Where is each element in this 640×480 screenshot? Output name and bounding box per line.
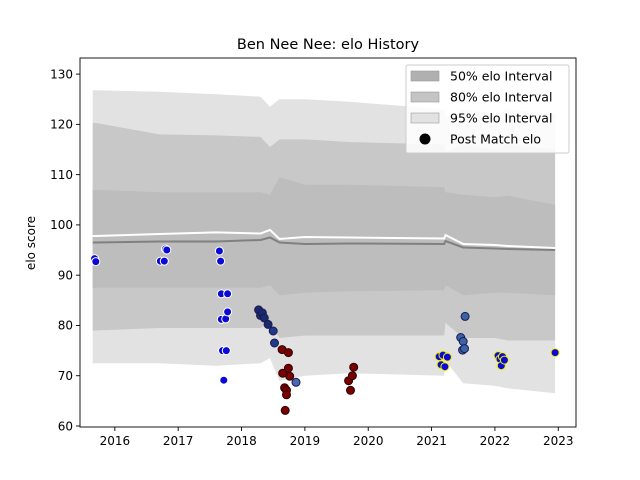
data-point [460,344,469,354]
data-point [216,256,226,266]
legend-label: 95% elo Interval [450,111,552,126]
data-point [221,346,231,356]
x-tick-label: 2020 [353,434,384,448]
x-tick-label: 2016 [100,434,131,448]
data-point [442,352,452,362]
data-point [214,246,224,256]
legend-swatch [410,70,440,82]
gray-line [92,236,556,251]
y-tick-label: 70 [58,369,73,383]
y-axis-ticks: 60 70 80 90 100 110 120 130 [50,67,80,433]
y-tick-label: 90 [58,268,73,282]
data-point [346,385,355,395]
y-tick-label: 130 [50,67,73,81]
interval-50-band [92,177,556,296]
data-point [285,371,295,381]
legend-swatch [410,91,440,103]
legend-label: Post Match elo [450,132,541,147]
y-tick-label: 110 [50,168,73,182]
y-tick-label: 100 [50,218,73,232]
data-point [283,348,293,358]
data-point [223,307,233,317]
y-tick-label: 60 [58,419,73,433]
data-point [91,257,101,267]
data-point [280,405,290,415]
data-point [259,313,269,323]
x-tick-label: 2021 [416,434,447,448]
data-point [440,362,450,372]
data-point [223,289,233,299]
axes: 2016 2017 2018 2019 2020 2021 2022 2023 60 70 80 9… [24,57,577,448]
x-tick-label: 2023 [543,434,574,448]
data-point [268,326,278,336]
x-axis-ticks: 2016 2017 2018 2019 2020 2021 2022 2023 [100,427,574,448]
data-point [550,348,560,358]
legend-swatch [410,112,440,124]
data-point [159,256,169,266]
data-point [349,362,359,372]
axes-frame [79,57,577,428]
data-point [347,371,357,381]
data-point [460,311,470,321]
legend-frame [405,64,570,154]
data-point [263,319,273,329]
white-line [92,228,556,249]
plot-area [90,90,560,415]
data-point [499,355,509,365]
x-tick-label: 2022 [480,434,511,448]
y-tick-label: 120 [50,118,73,132]
legend: 50% elo Interval 80% elo Interval 95% elo … [405,64,570,154]
data-point [283,363,293,373]
y-tick-label: 80 [58,319,73,333]
x-tick-label: 2019 [290,434,321,448]
legend-label: 80% elo Interval [450,90,552,105]
data-point [219,375,229,385]
y-axis-label: elo score [24,216,38,270]
x-tick-label: 2017 [163,434,194,448]
chart-title: Ben Nee Nee: elo History [237,37,420,53]
legend-marker [419,133,431,145]
legend-label: 50% elo Interval [450,69,552,84]
data-point [291,377,301,387]
data-point [282,390,291,400]
x-tick-label: 2018 [226,434,257,448]
data-point [162,245,172,255]
data-point [270,338,279,348]
